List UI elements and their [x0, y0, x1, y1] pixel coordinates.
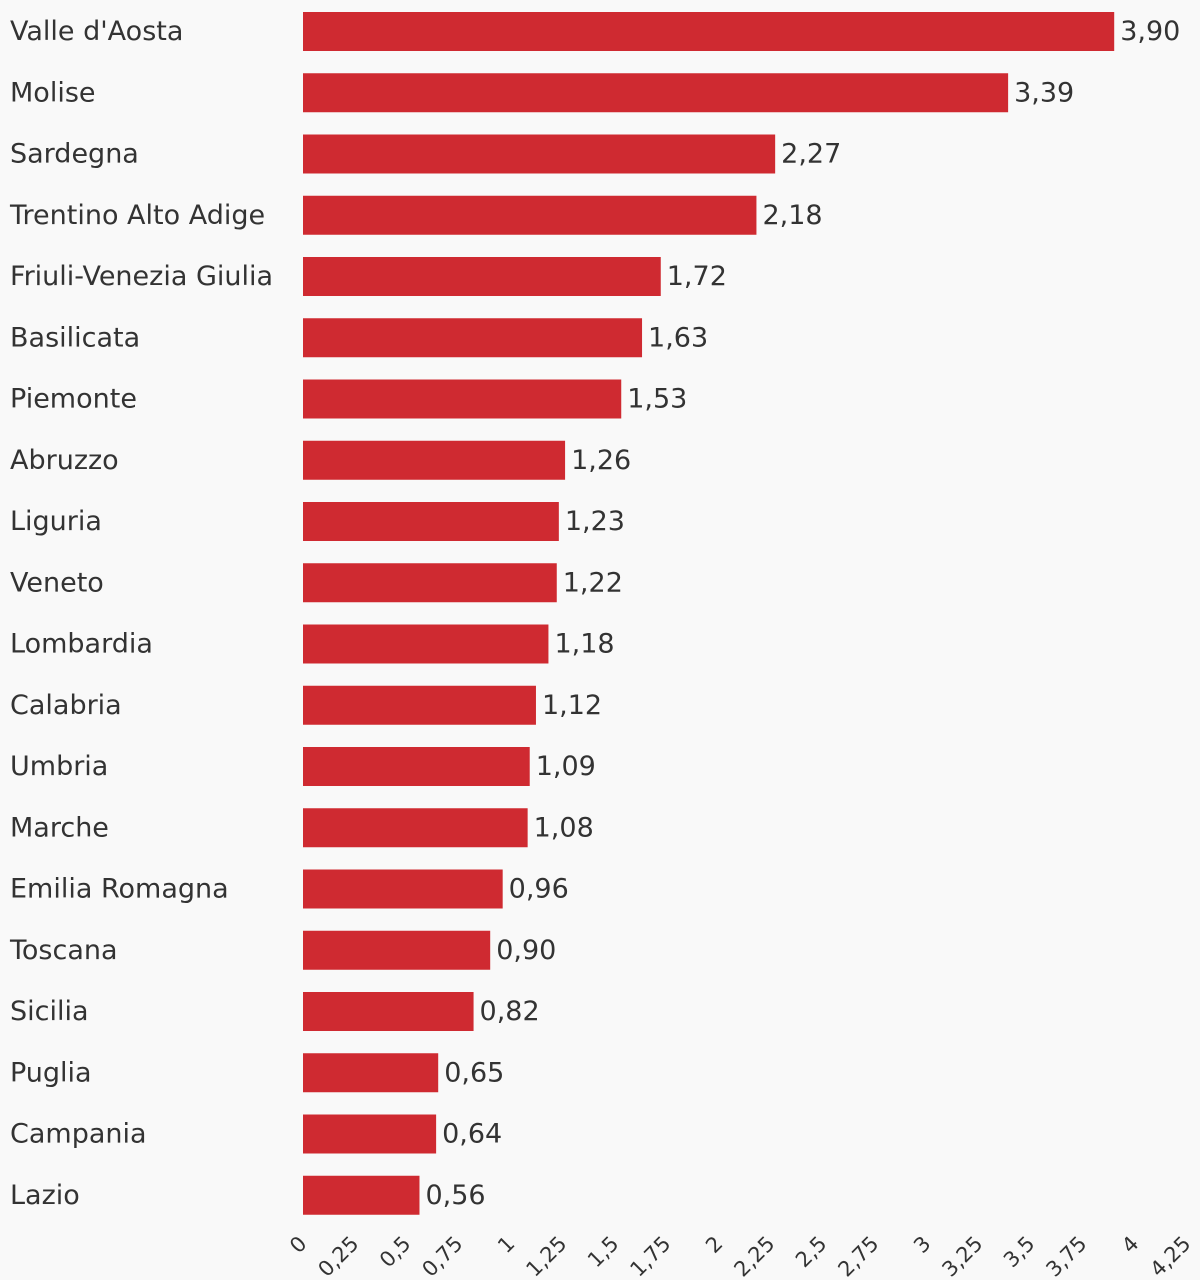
- x-tick-label: 2,25: [729, 1232, 779, 1280]
- value-label: 1,12: [542, 690, 602, 721]
- x-tick-label: 0,5: [375, 1232, 416, 1273]
- value-label: 0,90: [496, 935, 556, 966]
- x-tick-label: 2,5: [791, 1232, 832, 1273]
- bar: [303, 685, 536, 725]
- bar: [303, 1114, 437, 1154]
- x-tick-label: 1,25: [521, 1232, 571, 1280]
- x-tick-label: 0,25: [313, 1232, 363, 1280]
- category-label: Toscana: [9, 935, 118, 966]
- bars-layer: [303, 12, 1115, 1215]
- x-tick-label: 3,75: [1041, 1232, 1091, 1280]
- value-label: 1,22: [563, 567, 623, 598]
- category-label: Marche: [10, 812, 109, 843]
- x-tick-label: 1,75: [625, 1232, 675, 1280]
- value-label: 0,64: [442, 1119, 502, 1150]
- value-label: 3,39: [1014, 77, 1074, 108]
- bar: [303, 1175, 420, 1215]
- bar: [303, 563, 557, 603]
- bar: [303, 195, 757, 235]
- category-label: Lazio: [10, 1180, 80, 1211]
- value-label: 0,82: [480, 996, 540, 1027]
- value-label: 1,09: [536, 751, 596, 782]
- x-tick-label: 3,25: [937, 1232, 987, 1280]
- value-label: 1,18: [554, 629, 614, 660]
- category-label: Piemonte: [10, 384, 137, 415]
- category-label: Umbria: [10, 751, 108, 782]
- value-label: 1,63: [648, 322, 708, 353]
- category-label: Basilicata: [10, 322, 140, 353]
- value-label: 0,96: [509, 874, 569, 905]
- category-label: Veneto: [10, 567, 104, 598]
- value-label: 3,90: [1120, 16, 1180, 47]
- bar: [303, 502, 559, 541]
- value-label: 1,72: [667, 261, 727, 292]
- category-label: Puglia: [10, 1057, 92, 1088]
- bar: [303, 134, 776, 174]
- bar: [303, 992, 474, 1031]
- bar: [303, 1053, 439, 1093]
- category-label: Sicilia: [10, 996, 89, 1027]
- value-label: 2,27: [781, 139, 841, 170]
- bar: [303, 12, 1115, 51]
- category-label: Campania: [10, 1119, 147, 1150]
- value-label: 2,18: [762, 200, 822, 231]
- bar: [303, 930, 491, 970]
- value-label: 1,08: [534, 812, 594, 843]
- bar: [303, 747, 530, 786]
- value-label: 0,56: [425, 1180, 485, 1211]
- category-labels: Valle d'Aosta Molise Sardegna Trentino Alto…: [9, 16, 273, 1211]
- bar: [303, 869, 503, 909]
- x-tick-label: 0: [285, 1232, 311, 1258]
- bar: [303, 73, 1009, 113]
- bar: [303, 318, 643, 358]
- category-label: Friuli-Venezia Giulia: [10, 261, 273, 292]
- x-tick-label: 1: [493, 1232, 519, 1258]
- bar: [303, 257, 661, 296]
- value-label: 0,65: [444, 1057, 504, 1088]
- x-tick-label: 4: [1117, 1232, 1143, 1258]
- category-label: Sardegna: [10, 139, 139, 170]
- x-tick-label: 0,75: [417, 1232, 467, 1280]
- category-label: Lombardia: [10, 629, 153, 660]
- category-label: Calabria: [10, 690, 122, 721]
- value-label: 1,23: [565, 506, 625, 537]
- bar: [303, 440, 566, 480]
- bar: [303, 808, 528, 848]
- bar: [303, 624, 549, 664]
- value-label: 1,26: [571, 445, 631, 476]
- category-label: Trentino Alto Adige: [9, 200, 265, 231]
- x-tick-label: 3: [909, 1232, 935, 1258]
- bar: [303, 379, 622, 419]
- value-label: 1,53: [627, 384, 687, 415]
- x-tick-label: 2: [701, 1232, 727, 1258]
- x-tick-label: 2,75: [833, 1232, 883, 1280]
- category-label: Emilia Romagna: [10, 874, 229, 905]
- x-axis-ticks: 0 0,25 0,5 0,75 1 1,25 1,5 1,75 2 2,25 2,5 2,75 3 3,2…: [285, 1232, 1195, 1280]
- category-label: Abruzzo: [10, 445, 119, 476]
- category-label: Valle d'Aosta: [10, 16, 183, 47]
- category-label: Liguria: [10, 506, 102, 537]
- value-labels: 3,90 3,39 2,27 2,18 1,72 1,63 1,53 1,26 1,23 1,22…: [425, 16, 1180, 1211]
- x-tick-label: 4,25: [1145, 1232, 1195, 1280]
- category-label: Molise: [10, 77, 96, 108]
- x-tick-label: 1,5: [583, 1232, 624, 1273]
- x-tick-label: 3,5: [999, 1232, 1040, 1273]
